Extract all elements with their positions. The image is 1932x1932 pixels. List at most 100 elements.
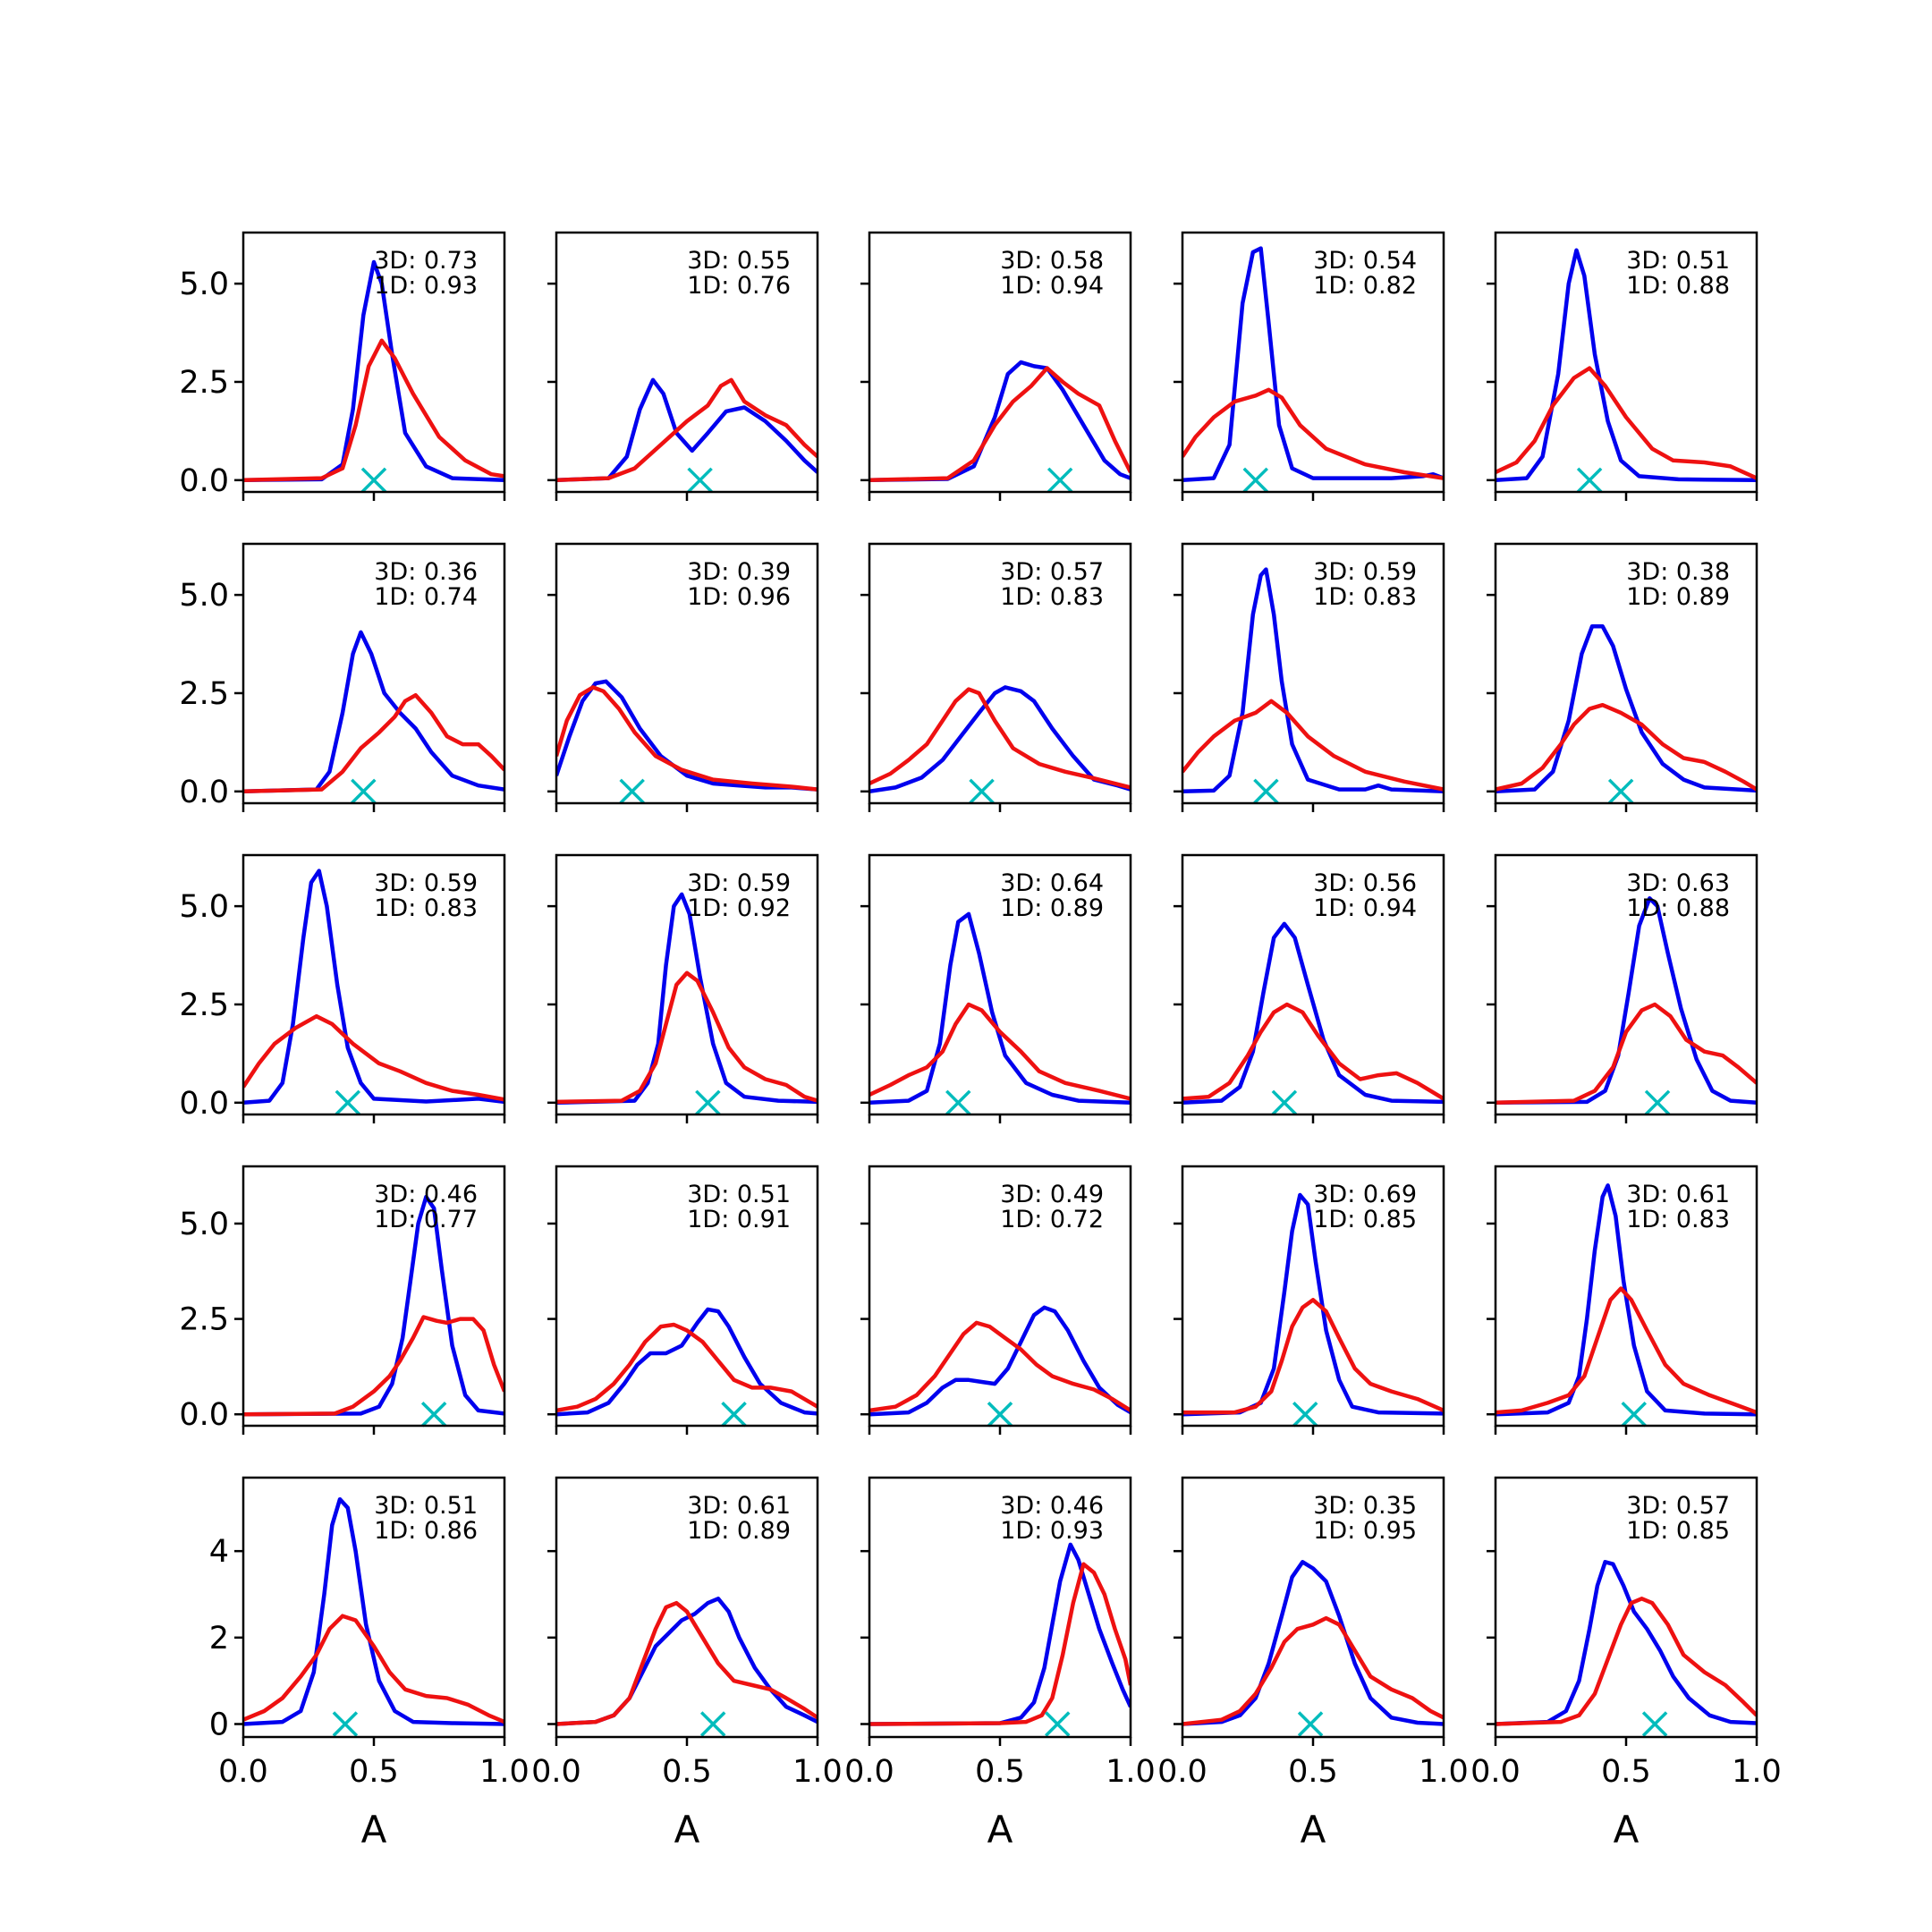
annotation-3d: 3D: 0.59	[1313, 558, 1417, 586]
x-marker	[1242, 467, 1268, 494]
red-series-line	[1182, 1002, 1444, 1101]
x-marker-stroke	[695, 1089, 721, 1116]
blue-series-line	[243, 630, 504, 794]
x-marker-stroke	[1621, 1401, 1647, 1428]
annotation-1d: 1D: 0.96	[687, 583, 791, 611]
annotation-1d: 1D: 0.88	[1626, 894, 1730, 922]
red-series-line	[1496, 366, 1757, 480]
y-tick-label: 5.0	[179, 267, 229, 302]
x-marker-stroke	[1271, 1089, 1298, 1116]
x-marker	[695, 1089, 721, 1116]
blue-series-line	[556, 679, 818, 792]
annotation-3d: 3D: 0.59	[374, 869, 478, 897]
annotation-3d: 3D: 0.57	[1626, 1492, 1730, 1520]
x-marker	[721, 1401, 747, 1428]
blue-series-line	[1182, 1560, 1444, 1726]
x-marker-stroke	[969, 778, 995, 805]
blue-series-line	[556, 377, 818, 483]
x-marker-stroke	[1253, 778, 1279, 805]
x-marker-stroke	[1045, 1711, 1071, 1737]
y-tick-label: 2.5	[179, 987, 229, 1023]
red-series-line	[243, 692, 504, 794]
red-series-line	[243, 1315, 504, 1417]
red-series-line	[1182, 387, 1444, 480]
red-series-line	[869, 366, 1131, 483]
x-marker-stroke	[335, 1089, 361, 1116]
x-marker	[360, 467, 387, 494]
x-marker	[332, 1711, 359, 1737]
annotation-1d: 1D: 0.89	[1626, 583, 1730, 611]
x-tick-label: 0.0	[844, 1754, 894, 1790]
annotation-3d: 3D: 0.38	[1626, 558, 1730, 586]
x-marker-stroke	[619, 778, 645, 805]
y-tick-label: 4	[209, 1534, 229, 1570]
blue-series-line	[243, 1194, 504, 1417]
red-series-line	[556, 377, 818, 483]
x-tick-label: 0.5	[1601, 1754, 1651, 1790]
x-marker	[619, 778, 645, 805]
annotation-1d: 1D: 0.91	[687, 1206, 791, 1233]
x-tick-label: 0.0	[1470, 1754, 1521, 1790]
red-series-line	[1182, 1615, 1444, 1726]
annotation-3d: 3D: 0.39	[687, 558, 791, 586]
x-marker-stroke	[721, 1401, 747, 1428]
x-marker	[1271, 1089, 1298, 1116]
blue-series-line	[243, 1496, 504, 1726]
blue-series-line	[1182, 567, 1444, 794]
annotation-3d: 3D: 0.46	[1000, 1492, 1104, 1520]
x-marker-stroke	[360, 467, 387, 494]
red-series-line	[556, 685, 818, 792]
annotation-3d: 3D: 0.57	[1000, 558, 1104, 586]
red-series-line	[1496, 1002, 1757, 1106]
annotation-1d: 1D: 0.88	[1626, 272, 1730, 300]
blue-series-line	[869, 1542, 1131, 1726]
x-marker	[1644, 1089, 1671, 1116]
annotation-3d: 3D: 0.58	[1000, 247, 1104, 275]
annotation-1d: 1D: 0.86	[374, 1517, 478, 1545]
blue-series-line	[243, 869, 504, 1106]
red-series-line	[243, 1013, 504, 1102]
annotation-1d: 1D: 0.74	[374, 583, 478, 611]
blue-series-line	[869, 685, 1131, 794]
x-marker	[945, 1089, 971, 1116]
y-tick-label: 2.5	[179, 365, 229, 401]
x-tick-label: 0.0	[1157, 1754, 1208, 1790]
x-marker	[1576, 467, 1603, 494]
x-marker	[1621, 1401, 1647, 1428]
x-marker	[1046, 467, 1073, 494]
x-marker-stroke	[1644, 1089, 1671, 1116]
red-series-line	[556, 970, 818, 1105]
x-tick-label: 1.0	[792, 1754, 843, 1790]
red-series-line	[243, 338, 504, 483]
x-tick-label: 1.0	[1419, 1754, 1469, 1790]
red-series-line	[1496, 702, 1757, 792]
y-tick-label: 0.0	[179, 1397, 229, 1433]
blue-series-line	[869, 1305, 1131, 1417]
annotation-1d: 1D: 0.83	[1000, 583, 1104, 611]
x-marker-stroke	[332, 1711, 359, 1737]
x-tick-label: 0.5	[349, 1754, 399, 1790]
annotation-3d: 3D: 0.36	[374, 558, 478, 586]
x-marker-stroke	[1292, 1401, 1318, 1428]
annotation-1d: 1D: 0.72	[1000, 1206, 1104, 1233]
x-marker	[987, 1401, 1013, 1428]
annotation-1d: 1D: 0.94	[1313, 894, 1417, 922]
x-marker-stroke	[420, 1401, 447, 1428]
x-marker-stroke	[699, 1711, 726, 1737]
x-tick-label: 0.5	[1288, 1754, 1338, 1790]
y-tick-label: 2	[209, 1621, 229, 1657]
annotation-3d: 3D: 0.54	[1313, 247, 1417, 275]
x-marker	[1607, 778, 1634, 805]
x-marker-stroke	[1576, 467, 1603, 494]
